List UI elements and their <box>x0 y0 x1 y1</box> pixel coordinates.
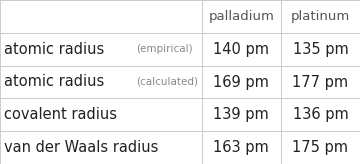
Text: 163 pm: 163 pm <box>213 140 269 155</box>
Text: 135 pm: 135 pm <box>293 42 348 57</box>
Text: 175 pm: 175 pm <box>292 140 348 155</box>
Text: atomic radius: atomic radius <box>4 42 104 57</box>
Text: covalent radius: covalent radius <box>4 107 117 122</box>
Text: 177 pm: 177 pm <box>292 74 348 90</box>
Text: van der Waals radius: van der Waals radius <box>4 140 159 155</box>
Text: platinum: platinum <box>291 10 350 23</box>
Text: palladium: palladium <box>208 10 274 23</box>
Text: (calculated): (calculated) <box>136 77 199 87</box>
Text: atomic radius: atomic radius <box>4 74 104 90</box>
Text: (empirical): (empirical) <box>136 44 193 54</box>
Text: 140 pm: 140 pm <box>213 42 269 57</box>
Text: 169 pm: 169 pm <box>213 74 269 90</box>
Text: 139 pm: 139 pm <box>213 107 269 122</box>
Text: 136 pm: 136 pm <box>293 107 348 122</box>
